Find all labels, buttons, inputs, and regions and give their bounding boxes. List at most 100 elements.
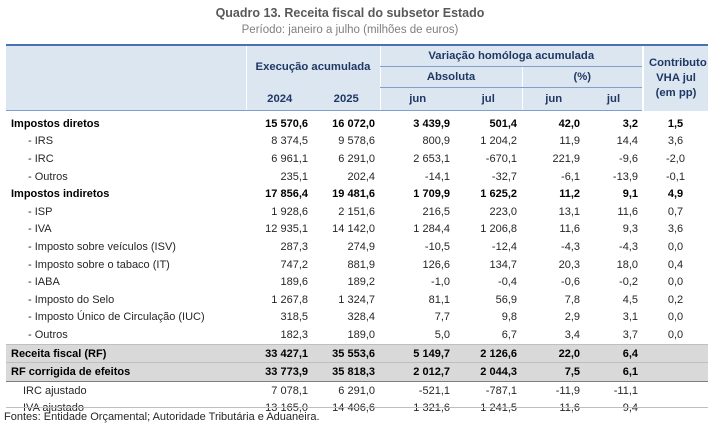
row-label: Impostos indiretos (11, 188, 110, 201)
cell-abs-jul: -670,1 (485, 152, 517, 165)
cell-contrib: 3,6 (667, 223, 684, 236)
cell-2025: 2 151,6 (338, 205, 375, 218)
cell-2025: 189,0 (347, 328, 375, 341)
header-pct-jul: jul (585, 87, 643, 111)
row-label: - Outros (28, 170, 68, 183)
cell-abs-jun: 5,0 (434, 328, 450, 341)
table-row: - Imposto do Selo 1 267,8 1 324,7 81,1 5… (6, 291, 708, 309)
cell-2024: 13 165,0 (265, 402, 308, 415)
cell-2024: 6 961,1 (271, 152, 308, 165)
cell-contrib (643, 381, 708, 399)
cell-2025: 881,9 (347, 258, 375, 271)
cell-abs-jul: -32,7 (491, 170, 517, 183)
header-variacao: Variação homóloga acumulada (379, 44, 643, 67)
table-bottom-rule (6, 407, 708, 408)
cell-2025: 16 072,0 (332, 117, 375, 130)
cell-abs-jun: -10,5 (424, 240, 450, 253)
cell-abs-jul: 1 625,2 (480, 188, 517, 201)
cell-abs-jun: 5 149,7 (380, 343, 455, 363)
cell-abs-jul: 2 044,3 (455, 362, 522, 382)
header-absoluta: Absoluta (379, 66, 522, 88)
row-label: Impostos diretos (11, 117, 100, 130)
table-row: - Outros 182,3 189,0 5,0 6,7 3,4 3,7 0,0 (6, 326, 708, 344)
cell-pct-jun: 22,0 (522, 343, 585, 363)
row-label: - IRC (28, 152, 54, 165)
cell-abs-jun: 7,7 (434, 311, 450, 324)
cell-pct-jun: 11,9 (559, 135, 580, 148)
cell-2025: 189,2 (347, 276, 375, 289)
cell-contrib: 4,9 (667, 188, 684, 201)
cell-pct-jun: 7,8 (564, 293, 580, 306)
table-row: IRC ajustado 7 078,1 6 291,0 -521,1 -787… (6, 381, 708, 399)
cell-2024: 33 427,1 (246, 343, 313, 363)
row-label: - ISP (28, 205, 53, 218)
cell-contrib: 0,2 (667, 293, 684, 306)
cell-2024: 33 773,9 (246, 362, 313, 382)
header-contributo-l2: VHA jul (656, 71, 696, 84)
cell-2024: 235,1 (280, 170, 308, 183)
cell-abs-jun: 1 284,4 (413, 223, 450, 236)
header-percent: (%) (521, 66, 643, 88)
cell-contrib (643, 343, 708, 363)
cell-contrib: 0,0 (667, 240, 684, 253)
cell-pct-jul: 3,1 (622, 311, 638, 324)
cell-abs-jul: 1 206,8 (480, 223, 517, 236)
cell-pct-jun: 221,9 (552, 152, 580, 165)
cell-abs-jun: 126,6 (422, 258, 450, 271)
cell-pct-jun: 11,2 (559, 188, 580, 201)
cell-contrib: 0,0 (667, 276, 684, 289)
cell-pct-jul: -11,1 (613, 384, 638, 397)
table-title: Quadro 13. Receita fiscal do subsetor Es… (215, 6, 485, 20)
cell-contrib (643, 362, 708, 382)
cell-2025: 6 291,0 (338, 152, 375, 165)
cell-abs-jul: -12,4 (491, 240, 517, 253)
cell-abs-jun: -521,1 (418, 384, 450, 397)
cell-2025: 274,9 (347, 240, 375, 253)
cell-abs-jul: 1 241,5 (480, 402, 517, 415)
cell-pct-jul: 9,3 (622, 223, 638, 236)
row-label: - Imposto do Selo (28, 293, 115, 306)
table-row: - IRS 8 374,5 9 578,6 800,9 1 204,2 11,9… (6, 133, 708, 151)
cell-contrib (643, 400, 708, 418)
table-footer: Fontes: Entidade Orçamental; Autoridade … (4, 411, 320, 423)
header-2025: 2025 (313, 87, 380, 111)
cell-2024: 318,5 (280, 311, 308, 324)
header-pct-jun: jun (521, 87, 585, 111)
row-label: - Outros (28, 328, 68, 341)
cell-2025: 202,4 (347, 170, 375, 183)
cell-2025: 1 324,7 (338, 293, 375, 306)
cell-pct-jun: 20,3 (558, 258, 580, 271)
header-blank (6, 44, 246, 88)
table-row: - Outros 235,1 202,4 -14,1 -32,7 -6,1 -1… (6, 168, 708, 186)
cell-2024: 182,3 (280, 328, 308, 341)
cell-abs-jun: 1 709,9 (413, 188, 450, 201)
cell-abs-jun: 800,9 (422, 135, 450, 148)
cell-pct-jul: 3,7 (622, 328, 638, 341)
cell-2025: 19 481,6 (332, 188, 375, 201)
cell-abs-jun: 1 321,6 (413, 402, 450, 415)
table-row: Impostos diretos 15 570,6 16 072,0 3 439… (6, 111, 708, 133)
cell-pct-jun: -6,1 (561, 170, 580, 183)
cell-pct-jul: 3,2 (622, 117, 638, 130)
table-row: - Imposto sobre veículos (ISV) 287,3 274… (6, 238, 708, 256)
cell-abs-jul: 2 126,6 (455, 343, 522, 363)
cell-pct-jul: -4,3 (619, 240, 638, 253)
cell-abs-jul: 223,0 (489, 205, 517, 218)
cell-pct-jun: 7,5 (522, 362, 585, 382)
cell-2024: 8 374,5 (271, 135, 308, 148)
table-row-total: RF corrigida de efeitos 33 773,9 35 818,… (6, 362, 708, 382)
cell-contrib: -2,0 (666, 152, 685, 165)
cell-pct-jul: 14,4 (616, 135, 638, 148)
header-execucao: Execução acumulada (245, 44, 380, 88)
cell-2024: 7 078,1 (271, 384, 308, 397)
cell-pct-jun: 42,0 (558, 117, 580, 130)
header-blank-2 (6, 87, 246, 111)
cell-2024: 287,3 (280, 240, 308, 253)
table-row: - IVA 12 935,1 14 142,0 1 284,4 1 206,8 … (6, 221, 708, 239)
cell-pct-jun: 11,6 (559, 402, 580, 415)
row-label: RF corrigida de efeitos (6, 362, 246, 382)
cell-pct-jun: -0,6 (561, 276, 580, 289)
cell-pct-jul: -13,9 (612, 170, 638, 183)
cell-pct-jul: 9,4 (622, 402, 638, 415)
cell-pct-jul: 11,6 (617, 205, 638, 218)
